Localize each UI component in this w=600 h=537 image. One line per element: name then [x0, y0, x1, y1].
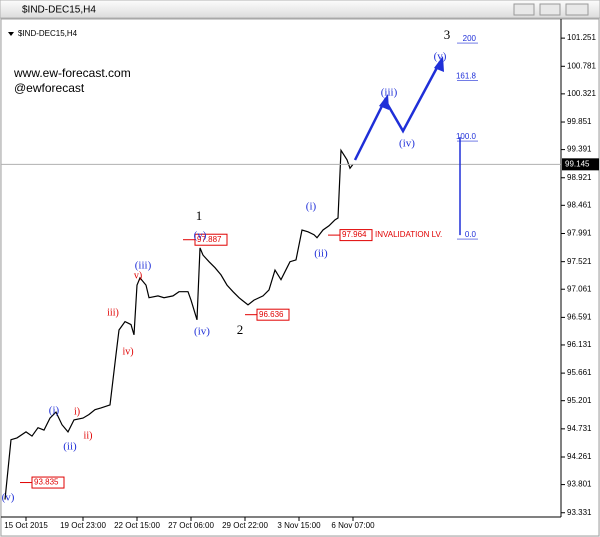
price-box-label: 97.887 — [197, 235, 222, 244]
y-tick-label: 98.461 — [567, 200, 592, 209]
minor-wave-label: (v) — [194, 230, 207, 242]
watermark-site: www.ew-forecast.com — [13, 66, 131, 80]
y-tick-label: 100.781 — [567, 61, 596, 70]
y-tick-label: 94.261 — [567, 452, 592, 461]
price-box-label: 93.835 — [34, 478, 59, 487]
minor-wave-label: (iv) — [399, 138, 415, 150]
chart-symbol: $IND-DEC15,H4 — [18, 29, 78, 38]
y-tick-label: 96.131 — [567, 340, 592, 349]
x-tick-label: 19 Oct 23:00 — [60, 521, 106, 530]
price-box-label: 96.636 — [259, 310, 284, 319]
fib-label: 161.8 — [456, 72, 477, 81]
minor-wave-label: (v) — [2, 492, 15, 504]
fib-label: 100.0 — [456, 132, 477, 141]
minor-wave-label: (ii) — [63, 441, 77, 453]
price-line — [4, 148, 354, 500]
y-tick-label: 99.851 — [567, 117, 592, 126]
y-tick-label: 95.201 — [567, 396, 592, 405]
current-price-box — [562, 158, 599, 171]
minor-wave-label: (iii) — [381, 87, 398, 99]
y-tick-label: 99.391 — [567, 145, 592, 154]
sub-wave-label: i) — [74, 406, 80, 417]
minor-wave-label: (ii) — [314, 248, 328, 260]
price-box — [31, 476, 65, 489]
minor-wave-label: (i) — [306, 201, 317, 213]
minor-wave-label: (i) — [49, 405, 60, 417]
fib-label: 0.0 — [465, 230, 477, 239]
chart-area — [0, 18, 600, 537]
major-wave-label: 1 — [196, 208, 203, 223]
minor-wave-label: (iii) — [135, 260, 152, 272]
y-tick-label: 98.921 — [567, 173, 592, 182]
y-tick-label: 97.521 — [567, 257, 592, 266]
sub-wave-label: v) — [134, 270, 142, 281]
x-tick-label: 27 Oct 06:00 — [168, 521, 214, 530]
x-tick-label: 22 Oct 15:00 — [114, 521, 160, 530]
fib-label: 200 — [463, 34, 477, 43]
close-button[interactable] — [565, 3, 589, 16]
minor-wave-label: (iv) — [194, 326, 210, 338]
y-tick-label: 93.801 — [567, 480, 592, 489]
x-tick-label: 6 Nov 07:00 — [331, 521, 375, 530]
y-tick-label: 101.251 — [567, 33, 596, 42]
title-bar — [0, 0, 600, 19]
y-tick-label: 96.591 — [567, 312, 592, 321]
sub-wave-label: iv) — [122, 346, 133, 357]
watermark-handle: @ewforecast — [14, 81, 85, 95]
sub-wave-label: ii) — [84, 430, 93, 441]
symbol-arrow — [8, 32, 14, 36]
window-title: $IND-DEC15,H4 — [22, 5, 96, 16]
x-tick-label: 29 Oct 22:00 — [222, 521, 268, 530]
price-box — [256, 308, 290, 321]
price-box — [194, 233, 228, 246]
projection-arrowheads — [379, 56, 444, 110]
y-tick-label: 100.321 — [567, 89, 596, 98]
x-tick-label: 15 Oct 2015 — [4, 521, 48, 530]
current-price-label: 99.145 — [565, 159, 590, 168]
major-wave-label: 3 — [444, 27, 451, 42]
price-box-label: 97.964 — [342, 230, 367, 239]
projection-path — [353, 61, 442, 161]
y-tick-label: 97.061 — [567, 284, 592, 293]
y-tick-label: 94.731 — [567, 424, 592, 433]
sub-wave-label: iii) — [107, 307, 119, 318]
y-tick-label: 95.661 — [567, 368, 592, 377]
y-tick-label: 97.991 — [567, 229, 592, 238]
invalidation-label: INVALIDATION LV. — [375, 230, 442, 239]
x-tick-label: 3 Nov 15:00 — [277, 521, 321, 530]
maximize-button[interactable] — [539, 3, 561, 16]
major-wave-label: 2 — [237, 322, 244, 337]
y-tick-label: 93.331 — [567, 508, 592, 517]
minimize-button[interactable] — [513, 3, 535, 16]
price-box — [339, 229, 373, 242]
minor-wave-label: (v) — [434, 51, 447, 63]
